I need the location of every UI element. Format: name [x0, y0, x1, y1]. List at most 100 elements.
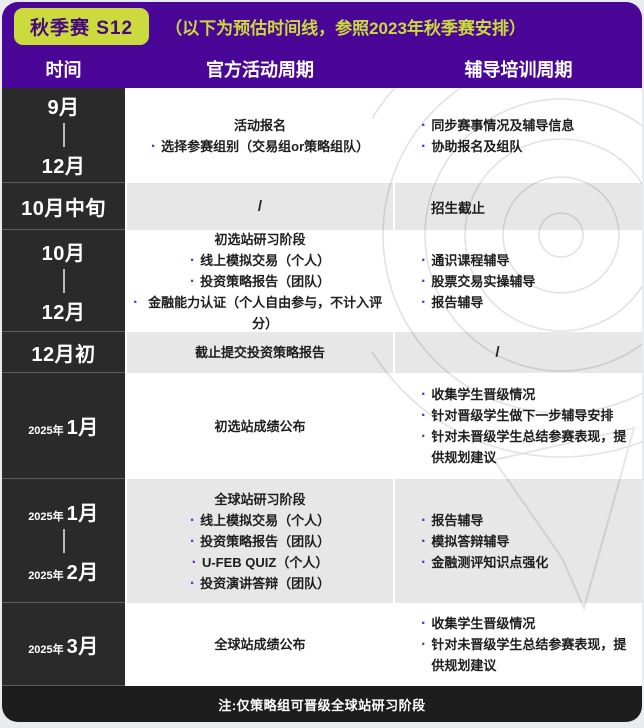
header-top: 秋季赛 S12 （以下为预估时间线，参照2023年秋季赛安排）: [2, 2, 642, 50]
time-month: 10月: [41, 242, 86, 265]
column-header-coaching: 辅导培训周期: [464, 60, 573, 80]
coaching-item: 收集学生晋级情况: [431, 387, 536, 402]
bullet-dot-icon: [421, 115, 426, 136]
official-title: 初选站研习阶段: [214, 231, 306, 247]
official-item: 投资策略报告（团队）: [200, 273, 331, 289]
coaching-item: 同步赛事情况及辅导信息: [431, 117, 575, 133]
timeline-connector: [62, 123, 65, 147]
time-year: 2025年: [28, 643, 64, 656]
timeline-connector: [62, 268, 65, 293]
coaching-cell: /: [395, 332, 642, 373]
official-item: U-FEB QUIZ（个人）: [201, 554, 329, 570]
header-subtitle: （以下为预估时间线，参照2023年秋季赛安排）: [165, 18, 526, 38]
timeline-connector: [62, 528, 65, 553]
time-year: 2025年: [28, 569, 64, 582]
table-row: 12月初 截止提交投资策略报告 /: [2, 332, 642, 373]
official-title: 初选站成绩公布: [214, 418, 306, 434]
official-title: 活动报名: [233, 117, 286, 133]
official-item: 投资演讲答辩（团队）: [200, 575, 331, 591]
time-month: 1月: [66, 417, 99, 439]
bullet-dot-icon: [421, 384, 426, 405]
time-cell: 2025年 1月 2025年 2月: [2, 479, 125, 603]
official-title: 截止提交投资策略报告: [194, 345, 325, 360]
slash-placeholder: /: [495, 344, 500, 361]
official-item: 选择参赛组别（交易组or策略组队）: [161, 138, 370, 154]
coaching-item: 金融测评知识点强化: [431, 554, 549, 570]
bullet-dot-icon: [190, 573, 195, 594]
official-cell: 初选站研习阶段 线上模拟交易（个人） 投资策略报告（团队） 金融能力认证（个人自…: [127, 230, 393, 332]
card-footer: 注:仅策略组可晋级全球站研习阶段: [2, 686, 642, 722]
coaching-cell: 招生截止: [395, 183, 642, 230]
coaching-item: 针对未晋级学生总结参赛表现，提供规划建议: [431, 429, 627, 465]
coaching-item: 通识课程辅导: [431, 252, 510, 268]
slash-placeholder: /: [257, 198, 263, 215]
coaching-item: 模拟答辩辅导: [431, 533, 510, 549]
bullet-dot-icon: [421, 634, 426, 655]
time-month: 2月: [66, 561, 99, 584]
bullet-dot-icon: [421, 136, 426, 157]
coaching-cell: 收集学生晋级情况 针对未晋级学生总结参赛表现，提供规划建议: [395, 603, 642, 686]
official-title: 全球站成绩公布: [214, 637, 306, 652]
time-month: 3月: [66, 635, 99, 658]
time-cell: 10月 12月: [2, 230, 125, 332]
official-cell: 全球站研习阶段 线上模拟交易（个人） 投资策略报告（团队） U-FEB QUIZ…: [127, 479, 393, 603]
bullet-dot-icon: [421, 292, 426, 313]
coaching-item: 针对晋级学生做下一步辅导安排: [431, 408, 614, 423]
coaching-item: 收集学生晋级情况: [431, 616, 536, 631]
column-header-time: 时间: [45, 60, 82, 80]
table-row: 9月 12月 活动报名 选择参赛组别（交易组or策略组队） 同步赛事情况及辅导信…: [2, 88, 642, 183]
time-year: 2025年: [28, 425, 64, 437]
bullet-dot-icon: [421, 531, 426, 552]
bullet-dot-icon: [421, 426, 426, 447]
coaching-item: 针对未晋级学生总结参赛表现，提供规划建议: [431, 637, 627, 673]
coaching-cell: 通识课程辅导 股票交易实操辅导 报告辅导: [395, 230, 642, 332]
coaching-cell: 同步赛事情况及辅导信息 协助报名及组队: [395, 88, 642, 183]
official-item: 线上模拟交易（个人）: [200, 252, 331, 268]
time-cell: 2025年 3月: [2, 603, 125, 686]
time-month: 12月: [41, 156, 86, 178]
official-cell: 初选站成绩公布: [127, 373, 393, 479]
time-year: 2025年: [28, 510, 64, 523]
coaching-item: 报告辅导: [431, 512, 484, 528]
coaching-cell: 收集学生晋级情况 针对晋级学生做下一步辅导安排 针对未晋级学生总结参赛表现，提供…: [395, 373, 642, 479]
official-cell: 全球站成绩公布: [127, 603, 393, 686]
official-cell: 截止提交投资策略报告: [127, 332, 393, 373]
official-title: 全球站研习阶段: [214, 491, 306, 507]
official-item: 线上模拟交易（个人）: [200, 512, 331, 528]
official-cell: 活动报名 选择参赛组别（交易组or策略组队）: [127, 88, 393, 183]
time-month: 1月: [66, 502, 99, 525]
bullet-dot-icon: [190, 510, 195, 531]
official-item: 金融能力认证（个人自由参与，不计入评分）: [148, 294, 383, 331]
time-label: 10月中旬: [21, 197, 106, 220]
bullet-dot-icon: [190, 271, 195, 292]
coaching-cell: 报告辅导 模拟答辩辅导 金融测评知识点强化: [395, 479, 642, 603]
bullet-dot-icon: [421, 613, 426, 634]
time-cell: 2025年 1月: [2, 373, 125, 479]
time-cell: 9月 12月: [2, 88, 125, 183]
bullet-dot-icon: [421, 552, 426, 573]
bullet-dot-icon: [190, 250, 195, 271]
table-row: 10月 12月 初选站研习阶段 线上模拟交易（个人） 投资策略报告（团队） 金融…: [2, 230, 642, 332]
coaching-item: 报告辅导: [431, 294, 484, 310]
time-cell: 10月中旬: [2, 183, 125, 230]
bullet-dot-icon: [421, 405, 426, 426]
table-header-row: 时间 官方活动周期 辅导培训周期: [2, 50, 642, 88]
column-header-official: 官方活动周期: [206, 60, 314, 80]
bullet-dot-icon: [190, 531, 195, 552]
bullet-dot-icon: [421, 250, 426, 271]
bullet-dot-icon: [421, 271, 426, 292]
bullet-dot-icon: [421, 510, 426, 531]
bullet-dot-icon: [133, 292, 138, 313]
time-label: 12月初: [31, 343, 96, 366]
footer-note: 注:仅策略组可晋级全球站研习阶段: [218, 697, 426, 713]
official-item: 投资策略报告（团队）: [200, 533, 331, 549]
table-body: 9月 12月 活动报名 选择参赛组别（交易组or策略组队） 同步赛事情况及辅导信…: [2, 88, 642, 686]
time-month: 9月: [47, 97, 80, 119]
coaching-item: 协助报名及组队: [431, 138, 523, 154]
time-cell: 12月初: [2, 332, 125, 373]
coaching-text: 招生截止: [431, 200, 485, 216]
